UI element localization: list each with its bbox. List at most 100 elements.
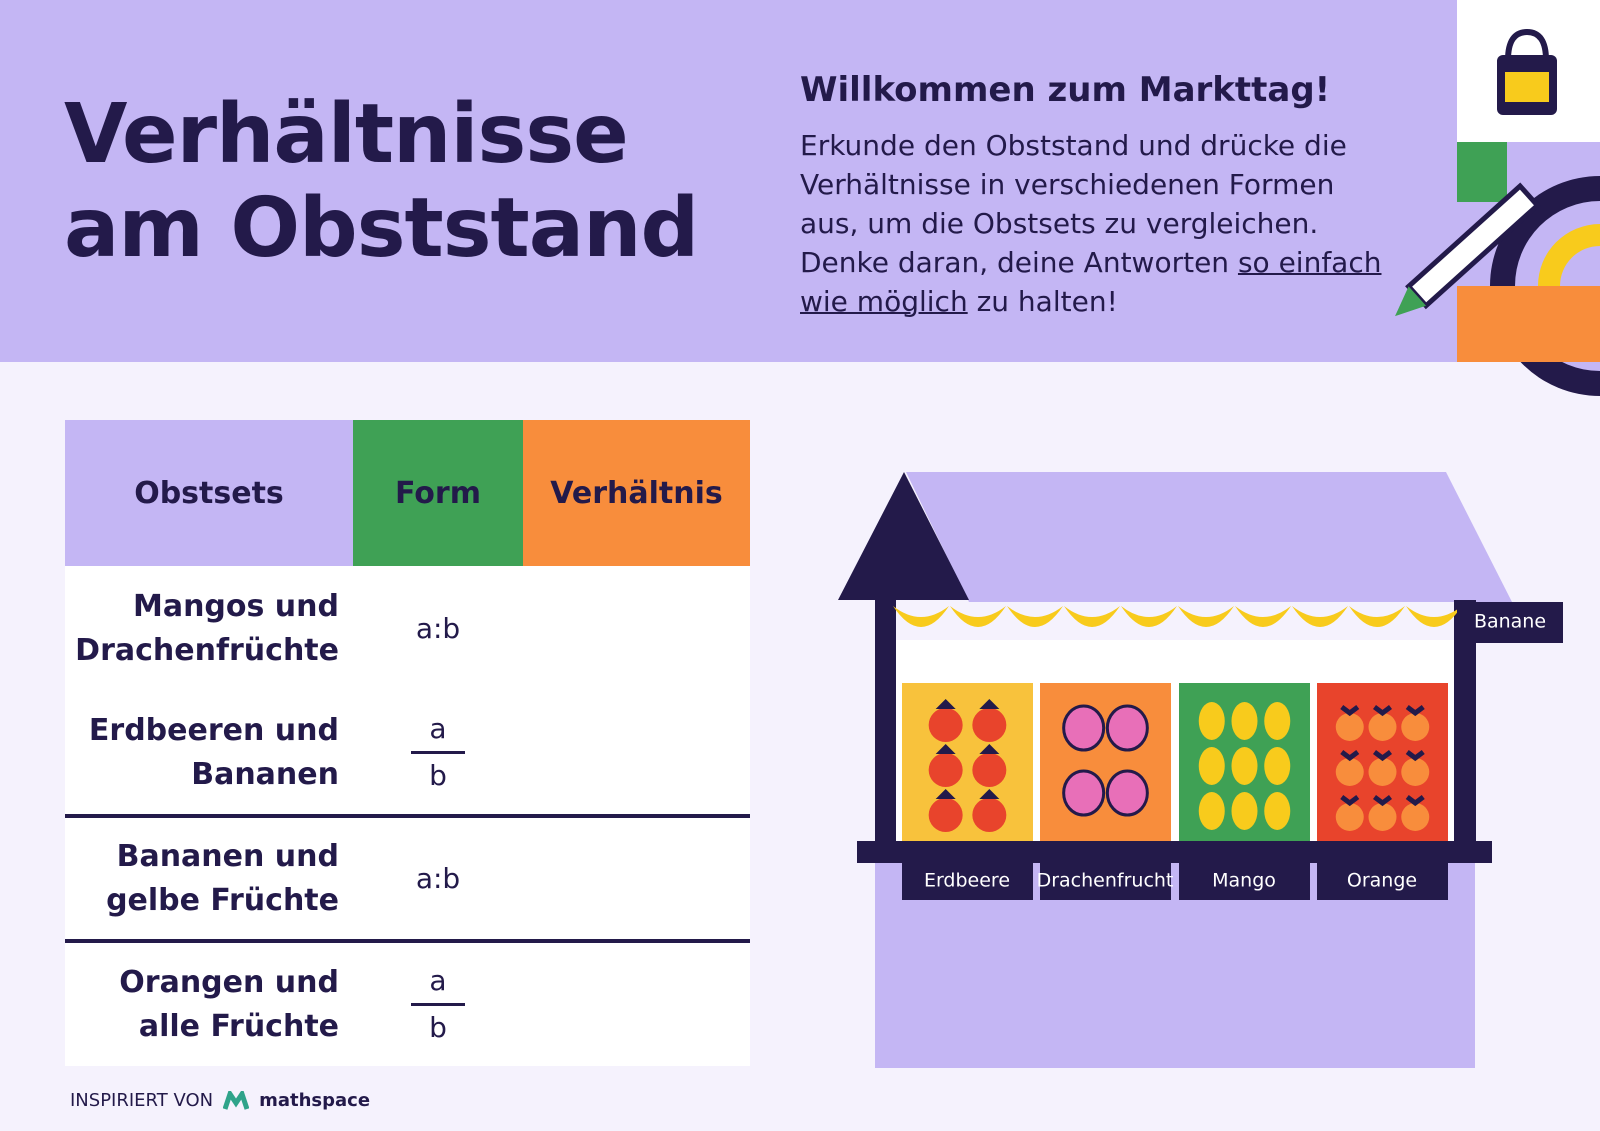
label-plate xyxy=(902,863,1033,900)
mango xyxy=(1231,702,1258,740)
subtitle: Willkommen zum Markttag! xyxy=(800,70,1331,110)
fruit-label: Mango xyxy=(1212,870,1276,892)
mango xyxy=(1198,792,1225,830)
stall: Banane Erdbeere Drachenfrucht Mango Orange xyxy=(838,472,1563,1068)
numerator: a xyxy=(411,707,465,754)
strawberry xyxy=(928,708,963,742)
dragonfruit xyxy=(1062,704,1106,752)
dragonfruit xyxy=(1105,704,1149,752)
fruit-box xyxy=(1040,683,1171,841)
fruit-label: Orange xyxy=(1347,870,1417,892)
label-plate xyxy=(1179,863,1310,900)
leaf xyxy=(1340,705,1360,717)
leaf xyxy=(1373,795,1392,807)
banana xyxy=(1235,606,1291,627)
intro-text: Erkunde den Obststand und drücke die Ver… xyxy=(800,129,1347,279)
leaf xyxy=(1373,750,1392,762)
orange xyxy=(1335,713,1364,741)
strawberry xyxy=(972,708,1007,742)
fruit-set: Bananen und gelbe Früchte xyxy=(65,814,353,941)
table-row: Orangen und alle Früchte a b xyxy=(65,939,750,1066)
leaf xyxy=(1405,705,1425,717)
label-plate xyxy=(1317,863,1448,900)
intro: Erkunde den Obststand und drücke die Ver… xyxy=(800,126,1390,321)
banana xyxy=(893,606,949,627)
mango xyxy=(1264,792,1291,830)
banana xyxy=(1349,606,1405,627)
orange xyxy=(1368,803,1397,831)
leaf xyxy=(935,789,956,799)
table-row: Mangos und Drachenfrüchte a:b xyxy=(65,566,750,691)
column-header: Verhältnis xyxy=(523,420,750,566)
leaf xyxy=(935,699,956,709)
ratio-answer xyxy=(523,814,750,941)
fruit-set: Orangen und alle Früchte xyxy=(65,939,353,1066)
numerator: a xyxy=(411,959,465,1006)
brand: mathspace xyxy=(259,1090,371,1111)
table-row: Erdbeeren und Bananen a b xyxy=(65,691,750,816)
orange xyxy=(1368,713,1397,741)
strawberry xyxy=(928,798,963,832)
banana xyxy=(1007,606,1063,627)
table-row: Bananen und gelbe Früchte a:b xyxy=(65,814,750,941)
ratio-answer xyxy=(523,939,750,1066)
mango xyxy=(1198,702,1225,740)
orange xyxy=(1335,803,1364,831)
label-plate xyxy=(1040,863,1171,900)
ratio-table: Obstsets Form Verhältnis Mangos und Drachen… xyxy=(65,420,750,1066)
banner-label: Banane xyxy=(1474,611,1546,633)
mango xyxy=(1264,702,1291,740)
column-header: Form xyxy=(353,420,523,566)
mango xyxy=(1198,747,1225,785)
leaf xyxy=(1373,705,1392,717)
strawberry xyxy=(972,798,1007,832)
dragonfruit xyxy=(1062,769,1106,817)
fruit-box xyxy=(1179,683,1310,841)
leaf xyxy=(1405,750,1425,762)
form: a:b xyxy=(353,814,523,941)
orange xyxy=(1368,758,1397,786)
banana xyxy=(950,606,1006,627)
intro-text: zu halten! xyxy=(967,285,1118,318)
intro-emphasis: so einfach wie möglich xyxy=(800,246,1382,318)
leaf xyxy=(979,789,1000,799)
leaf xyxy=(1340,750,1360,762)
ratio-answer xyxy=(523,691,750,816)
banana xyxy=(1064,606,1120,627)
mango xyxy=(1231,792,1258,830)
orange xyxy=(1335,758,1364,786)
fruit-label: Erdbeere xyxy=(924,870,1010,892)
ratio-answer xyxy=(523,566,750,691)
leaf xyxy=(935,744,956,754)
denominator: b xyxy=(429,1011,447,1044)
form: a:b xyxy=(415,612,461,645)
fruit-label: Drachenfrucht xyxy=(1037,870,1174,892)
fruit-box xyxy=(1317,683,1448,841)
brand-logo xyxy=(223,1090,250,1110)
footer: INSPIRIERT VON mathspace xyxy=(70,1090,370,1111)
fruit-box xyxy=(902,683,1033,841)
column-header: Obstsets xyxy=(65,420,353,566)
orange xyxy=(1401,713,1430,741)
orange xyxy=(1401,803,1430,831)
orange xyxy=(1401,758,1430,786)
denominator: b xyxy=(429,759,447,792)
banana xyxy=(1406,606,1462,627)
banana xyxy=(1178,606,1234,627)
leaf xyxy=(1340,795,1360,807)
strawberry xyxy=(972,753,1007,787)
banana xyxy=(1121,606,1177,627)
strawberry xyxy=(928,753,963,787)
leaf xyxy=(979,744,1000,754)
banana xyxy=(1292,606,1348,627)
mango xyxy=(1231,747,1258,785)
leaf xyxy=(979,699,1000,709)
leaf xyxy=(1405,795,1425,807)
fruit-set: Erdbeeren und Bananen xyxy=(88,712,339,792)
dragonfruit xyxy=(1105,769,1149,817)
